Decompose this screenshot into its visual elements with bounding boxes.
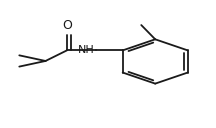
Text: O: O xyxy=(62,19,72,32)
Text: NH: NH xyxy=(78,45,95,55)
